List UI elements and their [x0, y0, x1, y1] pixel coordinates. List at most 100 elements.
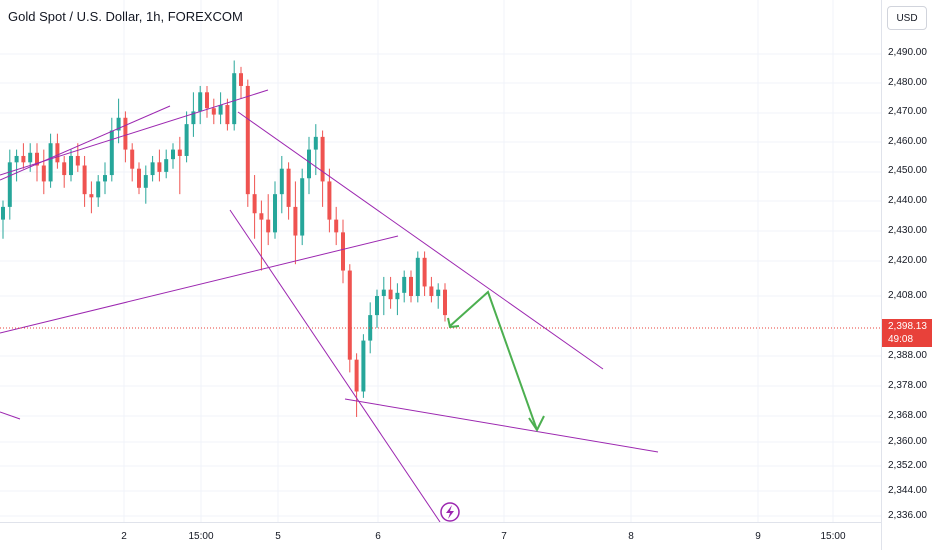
candle-body[interactable]: [252, 194, 257, 214]
candle-body[interactable]: [436, 289, 441, 297]
candle-body[interactable]: [157, 162, 162, 172]
price-tick: 2,344.00: [888, 485, 927, 496]
candle-body[interactable]: [225, 105, 230, 125]
candle-body[interactable]: [293, 206, 298, 236]
candle-body[interactable]: [28, 152, 33, 163]
candle-body[interactable]: [388, 289, 393, 300]
candle-body[interactable]: [55, 143, 60, 163]
price-tick: 2,490.00: [888, 47, 927, 58]
candle-body[interactable]: [313, 136, 318, 150]
candle-body[interactable]: [103, 175, 107, 182]
candle-body[interactable]: [14, 155, 19, 163]
candle-body[interactable]: [395, 292, 400, 300]
price-tick: 2,388.00: [888, 350, 927, 361]
candle-body[interactable]: [381, 289, 386, 297]
candle-body[interactable]: [48, 143, 53, 182]
price-axis[interactable]: USD 2,490.00 2,480.00 2,470.00 2,460.00 …: [881, 0, 932, 550]
price-tick: 2,378.00: [888, 380, 927, 391]
candle-body[interactable]: [7, 162, 12, 207]
candle-body[interactable]: [259, 213, 264, 220]
candle-body[interactable]: [89, 194, 94, 198]
candle-body[interactable]: [239, 73, 243, 86]
candle-body[interactable]: [320, 136, 325, 182]
candle-body[interactable]: [327, 181, 332, 220]
time-tick: 9: [755, 531, 761, 542]
candle-body[interactable]: [41, 165, 46, 182]
price-tick: 2,360.00: [888, 436, 927, 447]
candle-body[interactable]: [205, 92, 209, 109]
time-axis[interactable]: 2 15:00 5 6 7 8 9 15:00: [0, 522, 881, 550]
candle-body[interactable]: [116, 117, 121, 131]
candle-body[interactable]: [354, 359, 359, 392]
descending-resistance-line[interactable]: [237, 111, 604, 370]
candle-body[interactable]: [123, 117, 128, 150]
price-chart[interactable]: [0, 0, 881, 522]
price-tick: 2,460.00: [888, 136, 927, 147]
candle-body[interactable]: [130, 149, 135, 169]
time-tick: 7: [501, 531, 507, 542]
candle-body[interactable]: [300, 178, 305, 236]
candle-body[interactable]: [62, 162, 67, 176]
candle-body[interactable]: [307, 149, 311, 179]
candle-body[interactable]: [211, 108, 216, 115]
price-tick: 2,470.00: [888, 106, 927, 117]
candle-body[interactable]: [137, 168, 141, 188]
currency-button[interactable]: USD: [887, 6, 927, 30]
candle-body[interactable]: [273, 194, 277, 233]
candle-body[interactable]: [375, 296, 379, 316]
countdown-timer: 49:08: [888, 334, 914, 345]
candle-body[interactable]: [286, 168, 291, 207]
candle-body[interactable]: [279, 168, 284, 195]
candle-body[interactable]: [429, 286, 434, 297]
price-tick: 2,368.00: [888, 410, 927, 421]
candle-body[interactable]: [341, 232, 345, 271]
inner-channel-line[interactable]: [0, 105, 171, 181]
candle-body[interactable]: [198, 92, 203, 112]
arrow-head-start: [447, 317, 460, 329]
candle-body[interactable]: [69, 155, 73, 176]
candle-body[interactable]: [82, 165, 87, 195]
candle-body[interactable]: [368, 315, 373, 341]
projection-arrow[interactable]: [449, 290, 538, 431]
candle-body[interactable]: [415, 257, 420, 297]
candle-body[interactable]: [35, 152, 39, 166]
candle-body[interactable]: [409, 276, 413, 297]
candle-body[interactable]: [171, 149, 175, 160]
lightning-icon[interactable]: [440, 502, 460, 522]
chart-area[interactable]: Gold Spot / U.S. Dollar, 1h, FOREXCOM: [0, 0, 881, 522]
candle-body[interactable]: [150, 162, 155, 176]
steep-decline-line[interactable]: [229, 209, 441, 522]
candle-body[interactable]: [109, 130, 114, 176]
candle-body[interactable]: [443, 289, 447, 316]
price-tick: 2,352.00: [888, 460, 927, 471]
candle-body[interactable]: [75, 155, 80, 166]
candle-body[interactable]: [143, 175, 148, 188]
candle-body[interactable]: [21, 155, 26, 163]
left-fragment-line[interactable]: [0, 411, 21, 420]
price-tick: 2,440.00: [888, 195, 927, 206]
bottom-support-line[interactable]: [344, 398, 659, 453]
candle-body[interactable]: [334, 219, 339, 233]
candle-body[interactable]: [402, 276, 407, 293]
candle-body[interactable]: [191, 111, 196, 125]
last-price-badge: 2,398.13 49:08: [882, 319, 932, 347]
candle-body[interactable]: [96, 181, 101, 198]
candle-body[interactable]: [232, 73, 237, 125]
candle-body[interactable]: [1, 206, 5, 220]
time-tick: 15:00: [820, 531, 846, 542]
price-tick: 2,336.00: [888, 510, 927, 521]
candle-body[interactable]: [218, 105, 223, 115]
candle-body[interactable]: [266, 219, 271, 233]
candle-body[interactable]: [177, 149, 182, 156]
price-tick: 2,420.00: [888, 255, 927, 266]
lower-support-line[interactable]: [0, 235, 399, 334]
candle-body[interactable]: [184, 124, 189, 156]
candle-body[interactable]: [422, 257, 427, 287]
candle-body[interactable]: [347, 270, 352, 360]
price-tick: 2,430.00: [888, 225, 927, 236]
candle-body[interactable]: [361, 340, 366, 392]
time-tick: 6: [375, 531, 381, 542]
symbol-title[interactable]: Gold Spot / U.S. Dollar, 1h, FOREXCOM: [8, 9, 243, 24]
candle-body[interactable]: [164, 159, 169, 172]
candle-body[interactable]: [245, 85, 250, 195]
